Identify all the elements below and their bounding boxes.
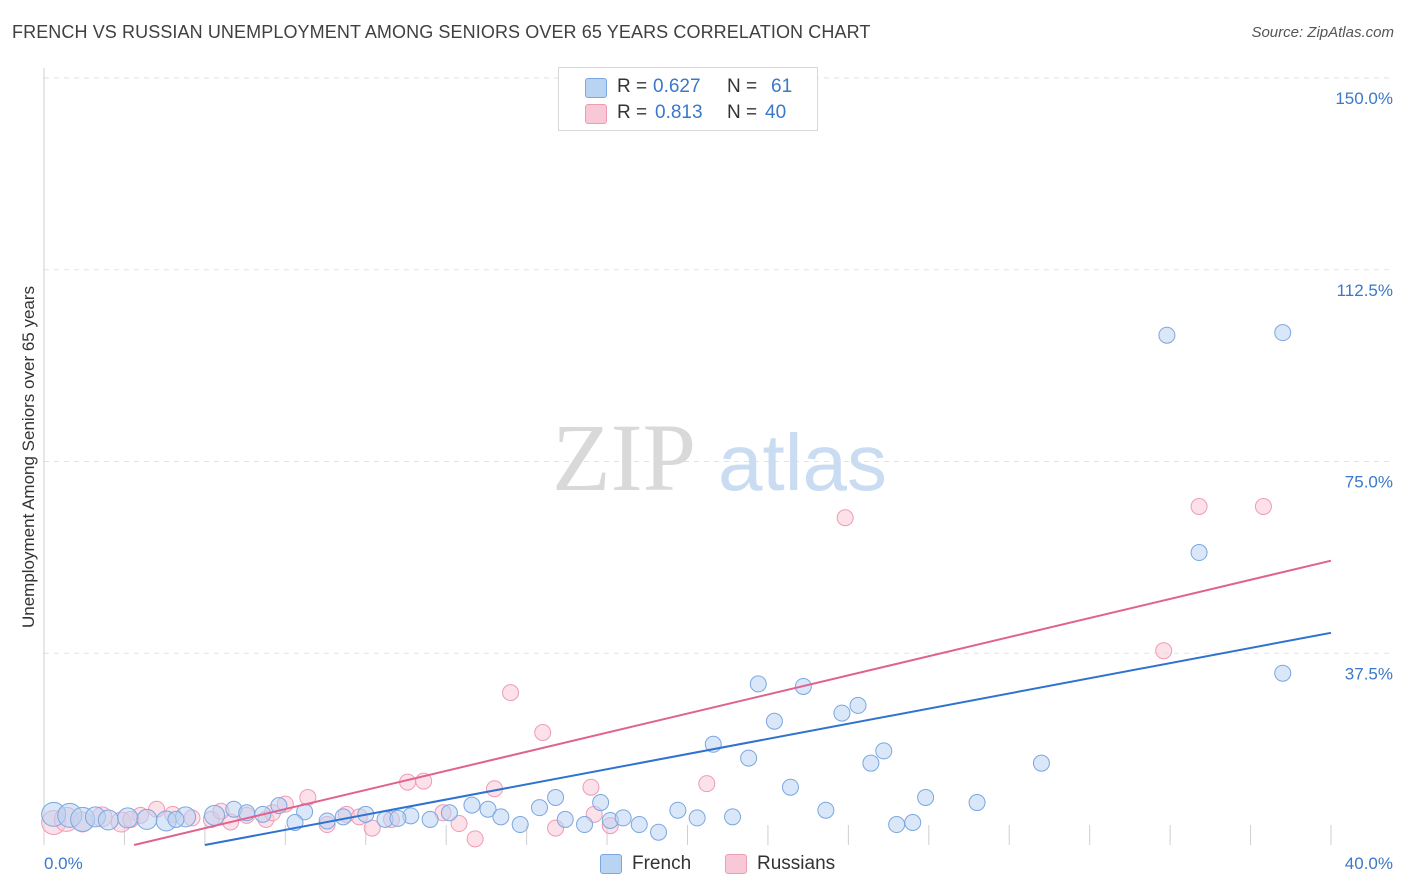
french-point (669, 801, 687, 819)
french-point (765, 712, 783, 730)
russians-point (698, 775, 716, 793)
legend-n-label: N = (727, 76, 758, 97)
french-point (592, 794, 610, 812)
stats-legend: R = 0.627 N = 61 R = 0.813 N = 40 (558, 67, 818, 131)
watermark-zip: ZIP (552, 404, 696, 511)
y-tick-label: 37.5% (1345, 664, 1393, 683)
french-point (630, 816, 648, 834)
french-point (547, 788, 565, 806)
french-r-value: 0.627 (653, 76, 701, 97)
legend-r-label: R = (617, 102, 648, 123)
french-point (463, 796, 481, 814)
russians-point (502, 684, 520, 702)
french-point (904, 814, 922, 832)
french-point (849, 696, 867, 714)
russians-point (1190, 497, 1208, 515)
french-legend-label: French (632, 853, 692, 874)
french-point (479, 800, 497, 818)
french-point (749, 675, 767, 693)
french-point (492, 808, 510, 826)
french-point (781, 778, 799, 796)
russians-point (836, 509, 854, 527)
french-point (97, 809, 119, 831)
legend-r-label: R = (617, 76, 648, 97)
french-point (1274, 664, 1292, 682)
french-point (1274, 324, 1292, 342)
french-point (440, 804, 458, 822)
y-tick-label: 150.0% (1335, 89, 1393, 108)
french-point (1158, 326, 1176, 344)
french-points (41, 324, 1292, 841)
russians-point (450, 815, 468, 833)
russians-trend-line (133, 559, 1332, 846)
russians-legend-label: Russians (757, 853, 836, 874)
french-point (614, 809, 632, 827)
french-point (117, 807, 139, 829)
french-point (917, 788, 935, 806)
trend-lines (133, 559, 1332, 846)
y-tick-label: 112.5% (1337, 281, 1393, 300)
french-point (530, 799, 548, 817)
russians-r-value: 0.813 (655, 102, 703, 123)
russians-point (466, 830, 484, 848)
french-point (862, 754, 880, 772)
french-point (875, 742, 893, 760)
x-tick-label: 0.0% (44, 854, 83, 873)
french-point (817, 801, 835, 819)
watermark-atlas: atlas (718, 418, 887, 507)
russians-points (41, 497, 1272, 848)
russians-point (1254, 497, 1272, 515)
russians-point (534, 724, 552, 742)
tick-labels: 37.5% 75.0% 112.5% 150.0% 0.0% 40.0% (44, 89, 1393, 873)
french-swatch (585, 78, 607, 98)
russians-point (363, 819, 381, 837)
legend-n-label: N = (727, 102, 758, 123)
french-point (511, 816, 529, 834)
french-point (1032, 754, 1050, 772)
french-point (136, 808, 158, 830)
french-point (204, 804, 226, 826)
french-point (167, 810, 185, 828)
french-point (888, 816, 906, 834)
russians-n-value: 40 (765, 102, 787, 123)
french-point (1190, 544, 1208, 562)
russians-point (1155, 642, 1173, 660)
french-point (576, 816, 594, 834)
french-point (688, 809, 706, 827)
french-point (389, 809, 407, 827)
russians-point (582, 778, 600, 796)
russians-swatch (585, 104, 607, 124)
grid-layer (44, 77, 1392, 654)
french-point (968, 794, 986, 812)
y-axis-label: Unemployment Among Seniors over 65 years (19, 286, 38, 628)
french-legend-swatch (600, 854, 622, 874)
french-point (421, 810, 439, 828)
french-n-value: 61 (771, 76, 793, 97)
french-trend-line (204, 631, 1332, 846)
french-point (833, 704, 851, 722)
french-point (724, 808, 742, 826)
french-point (650, 823, 668, 841)
french-point (740, 749, 758, 767)
russians-legend-swatch (725, 854, 747, 874)
x-tick-label: 40.0% (1345, 854, 1393, 873)
watermark: ZIP atlas (552, 404, 887, 511)
french-point (556, 810, 574, 828)
source-label: Source: ZipAtlas.com (1251, 24, 1394, 41)
chart-title: FRENCH VS RUSSIAN UNEMPLOYMENT AMONG SEN… (12, 22, 871, 42)
y-tick-label: 75.0% (1345, 473, 1393, 492)
